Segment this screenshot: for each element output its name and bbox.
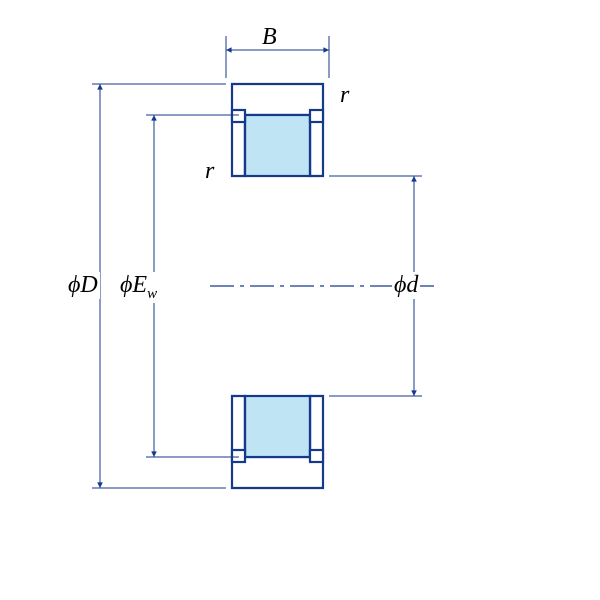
label-B: B bbox=[262, 24, 277, 51]
label-r-inner: r bbox=[205, 158, 214, 185]
label-phi-D: ϕD bbox=[66, 272, 100, 299]
section-upper bbox=[232, 84, 323, 176]
section-lower bbox=[232, 396, 323, 488]
bearing-diagram bbox=[0, 0, 600, 600]
label-phi-d: ϕd bbox=[392, 272, 420, 299]
label-phi-Ew: ϕEw bbox=[118, 272, 159, 303]
label-r-outer: r bbox=[340, 82, 349, 109]
